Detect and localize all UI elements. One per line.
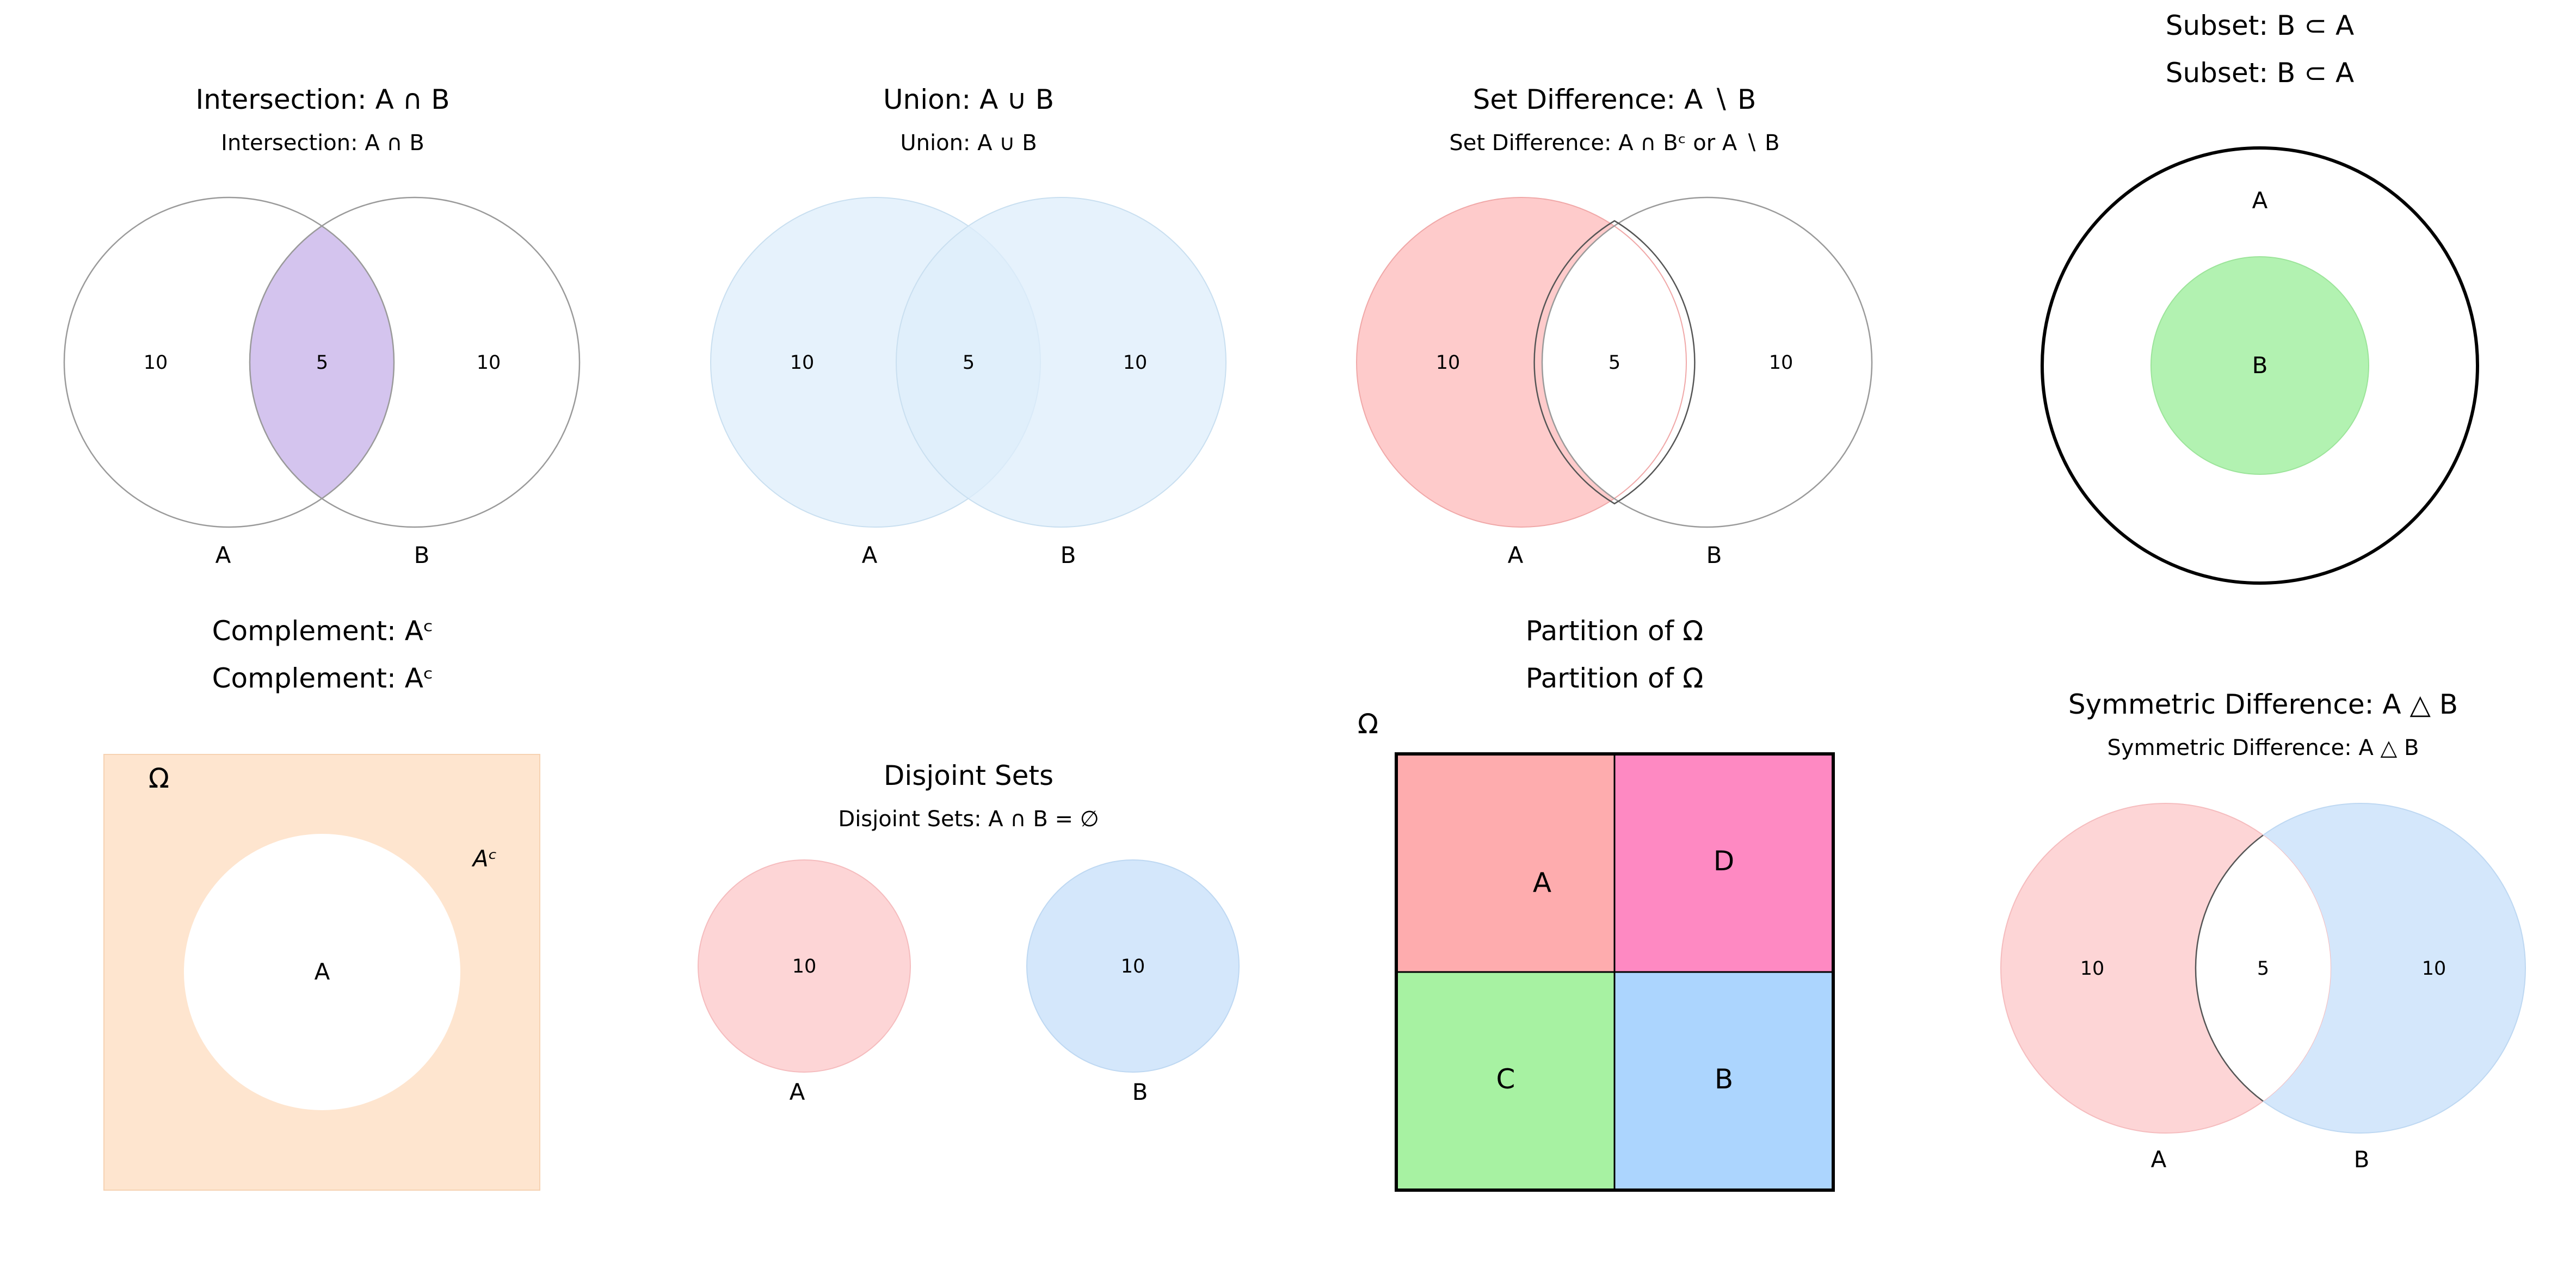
subset-label-a: A [2252,187,2268,214]
partition-cell-c [1396,972,1614,1190]
partition-cell-a [1396,754,1614,972]
partition-label-a: A [1533,867,1551,899]
disjoint-subtitle: Disjoint Sets: A ∩ B = ∅ [838,807,1099,832]
partition-omega-label: Ω [1358,708,1378,740]
union-label-a: A [862,542,878,568]
symdiff-subtitle: Symmetric Difference: A △ B [2107,735,2419,760]
complement-title: Complement: Aᶜ [212,615,434,647]
intersection-title: Intersection: A ∩ B [195,84,449,115]
partition-cell-b [1614,972,1833,1190]
symdiff-label-a: A [2151,1146,2167,1173]
complement-set-a [184,834,460,1110]
difference-circle-b [1541,196,1873,528]
disjoint-label-a: A [790,1079,805,1105]
complement-panel: Complement: Aᶜ Complement: Aᶜ Ω Aᶜ A [103,615,540,1191]
partition-label-c: C [1496,1063,1515,1095]
subset-panel: Subset: B ⊂ A Subset: B ⊂ A A B [2041,10,2479,585]
difference-count-b-only: 10 [1769,352,1794,374]
difference-title: Set Difference: A ∖ B [1473,84,1757,115]
symdiff-count-a-only: 10 [2080,958,2105,980]
subset-circle-a [2041,146,2479,585]
complement-subtitle: Complement: Aᶜ [212,663,434,694]
partition-frame [1395,752,1835,1192]
union-subtitle: Union: A ∪ B [900,131,1037,156]
complement-omega-label: Ω [149,763,169,794]
partition-cell-d [1614,754,1833,972]
difference-region-a-minus-b [1357,197,1686,527]
subset-title: Subset: B ⊂ A [2166,10,2355,41]
union-count-a-only: 10 [790,352,815,374]
partition-label-d: D [1714,845,1735,877]
difference-overlap-edge [1533,220,1696,505]
disjoint-count-a: 10 [792,956,817,977]
intersection-label-b: B [414,542,430,568]
difference-count-both: 5 [1609,352,1620,374]
symdiff-label-b: B [2354,1146,2370,1173]
disjoint-title: Disjoint Sets [884,760,1053,791]
symdiff-panel: Symmetric Difference: A △ B Symmetric Di… [2000,689,2526,1173]
intersection-subtitle: Intersection: A ∩ B [221,131,424,156]
union-count-both: 5 [963,352,975,374]
union-count-b-only: 10 [1123,352,1148,374]
disjoint-panel: Disjoint Sets Disjoint Sets: A ∩ B = ∅ 1… [698,760,1240,1105]
disjoint-circle-b [1026,859,1240,1073]
difference-label-a: A [1508,542,1524,568]
disjoint-label-b: B [1132,1079,1148,1105]
intersection-count-a-only: 10 [144,352,168,374]
partition-title: Partition of Ω [1526,615,1704,647]
symdiff-count-b-only: 10 [2422,958,2446,980]
union-label-b: B [1061,542,1076,568]
difference-circle-a [1356,197,1687,528]
intersection-label-a: A [215,542,231,568]
intersection-circle-b [249,196,581,528]
intersection-count-b-only: 10 [477,352,501,374]
symdiff-overlap-edge [2195,803,2331,1133]
partition-label-b: B [1715,1063,1733,1095]
union-circle-b [896,197,1227,528]
difference-panel: Set Difference: A ∖ B Set Difference: A … [1356,84,1873,568]
partition-subtitle: Partition of Ω [1526,663,1704,694]
union-title: Union: A ∪ B [883,84,1054,115]
intersection-circle-a [63,196,395,528]
partition-panel: Partition of Ω Partition of Ω Ω A D C B [1358,615,1835,1192]
symdiff-title: Symmetric Difference: A △ B [2068,689,2458,720]
subset-label-b: B [2252,352,2268,379]
intersection-count-both: 5 [316,352,328,374]
complement-ac-label: Aᶜ [471,845,497,872]
disjoint-circle-a [698,859,911,1073]
difference-count-a-only: 10 [1436,352,1460,374]
intersection-overlap-region [249,197,394,527]
difference-label-b: B [1706,542,1722,568]
union-panel: Union: A ∪ B Union: A ∪ B 10 5 10 A B [710,84,1227,568]
symdiff-count-both: 5 [2257,958,2269,980]
complement-label-a: A [315,958,330,985]
subset-circle-b [2150,256,2369,475]
disjoint-count-b: 10 [1121,956,1145,977]
subset-subtitle: Subset: B ⊂ A [2166,57,2355,89]
difference-subtitle: Set Difference: A ∩ Bᶜ or A ∖ B [1449,131,1779,156]
intersection-panel: Intersection: A ∩ B Intersection: A ∩ B … [63,84,581,568]
